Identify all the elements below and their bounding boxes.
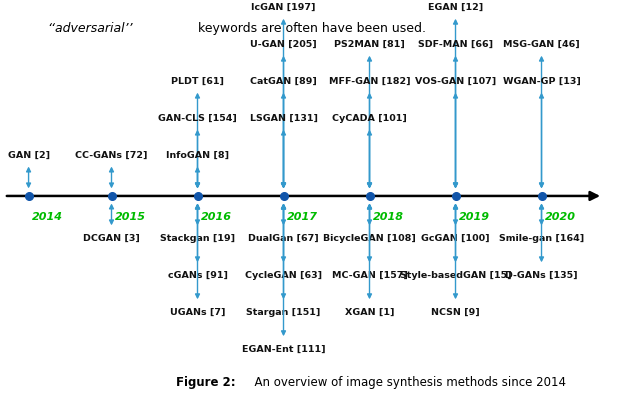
Text: LSGAN [131]: LSGAN [131]	[250, 114, 317, 123]
Text: PLDT [61]: PLDT [61]	[171, 77, 224, 86]
Text: GcGAN [100]: GcGAN [100]	[421, 233, 490, 242]
Text: 2018: 2018	[372, 211, 404, 221]
Text: SDF-MAN [66]: SDF-MAN [66]	[418, 40, 493, 49]
Text: NCSN [9]: NCSN [9]	[431, 307, 480, 316]
Text: Stargan [151]: Stargan [151]	[246, 307, 321, 316]
Text: D-GANs [135]: D-GANs [135]	[505, 270, 578, 279]
Text: DCGAN [3]: DCGAN [3]	[83, 233, 140, 242]
Text: CatGAN [89]: CatGAN [89]	[250, 77, 317, 86]
Text: cGANs [91]: cGANs [91]	[168, 270, 227, 279]
Text: VOS-GAN [107]: VOS-GAN [107]	[415, 77, 496, 86]
Text: CC-GANs [72]: CC-GANs [72]	[76, 151, 148, 160]
Text: 2016: 2016	[200, 211, 232, 221]
Text: GAN [2]: GAN [2]	[8, 151, 50, 160]
Text: DualGan [67]: DualGan [67]	[248, 233, 319, 242]
Text: 2017: 2017	[287, 211, 317, 221]
Text: CycleGAN [63]: CycleGAN [63]	[245, 270, 322, 279]
Text: BicycleGAN [108]: BicycleGAN [108]	[323, 233, 416, 242]
Text: EGAN [12]: EGAN [12]	[428, 3, 483, 12]
Text: EGAN-Ent [111]: EGAN-Ent [111]	[242, 344, 325, 353]
Text: PS2MAN [81]: PS2MAN [81]	[334, 40, 405, 49]
Text: Style-basedGAN [15]: Style-basedGAN [15]	[400, 270, 511, 279]
Text: MC-GAN [157]: MC-GAN [157]	[332, 270, 408, 279]
Text: WGAN-GP [13]: WGAN-GP [13]	[502, 77, 580, 86]
Text: 2020: 2020	[545, 211, 575, 221]
Text: MFF-GAN [182]: MFF-GAN [182]	[329, 77, 410, 86]
Text: GAN-CLS [154]: GAN-CLS [154]	[158, 114, 237, 123]
Text: UGANs [7]: UGANs [7]	[170, 307, 225, 316]
Text: Stackgan [19]: Stackgan [19]	[160, 233, 235, 242]
Text: CyCADA [101]: CyCADA [101]	[332, 114, 407, 123]
Text: Smile-gan [164]: Smile-gan [164]	[499, 233, 584, 242]
Text: IcGAN [197]: IcGAN [197]	[252, 3, 316, 12]
Text: 2019: 2019	[459, 211, 490, 221]
Text: XGAN [1]: XGAN [1]	[345, 307, 394, 316]
Text: 2014: 2014	[31, 211, 63, 221]
Text: An overview of image synthesis methods since 2014: An overview of image synthesis methods s…	[246, 376, 566, 389]
Text: U-GAN [205]: U-GAN [205]	[250, 40, 317, 49]
Text: ‘‘adversarial’’: ‘‘adversarial’’	[47, 22, 132, 35]
Text: 2015: 2015	[115, 211, 145, 221]
Text: InfoGAN [8]: InfoGAN [8]	[166, 151, 229, 160]
Text: MSG-GAN [46]: MSG-GAN [46]	[503, 40, 580, 49]
Text: keywords are often have been used.: keywords are often have been used.	[195, 22, 426, 35]
Text: Figure 2:: Figure 2:	[176, 376, 236, 389]
